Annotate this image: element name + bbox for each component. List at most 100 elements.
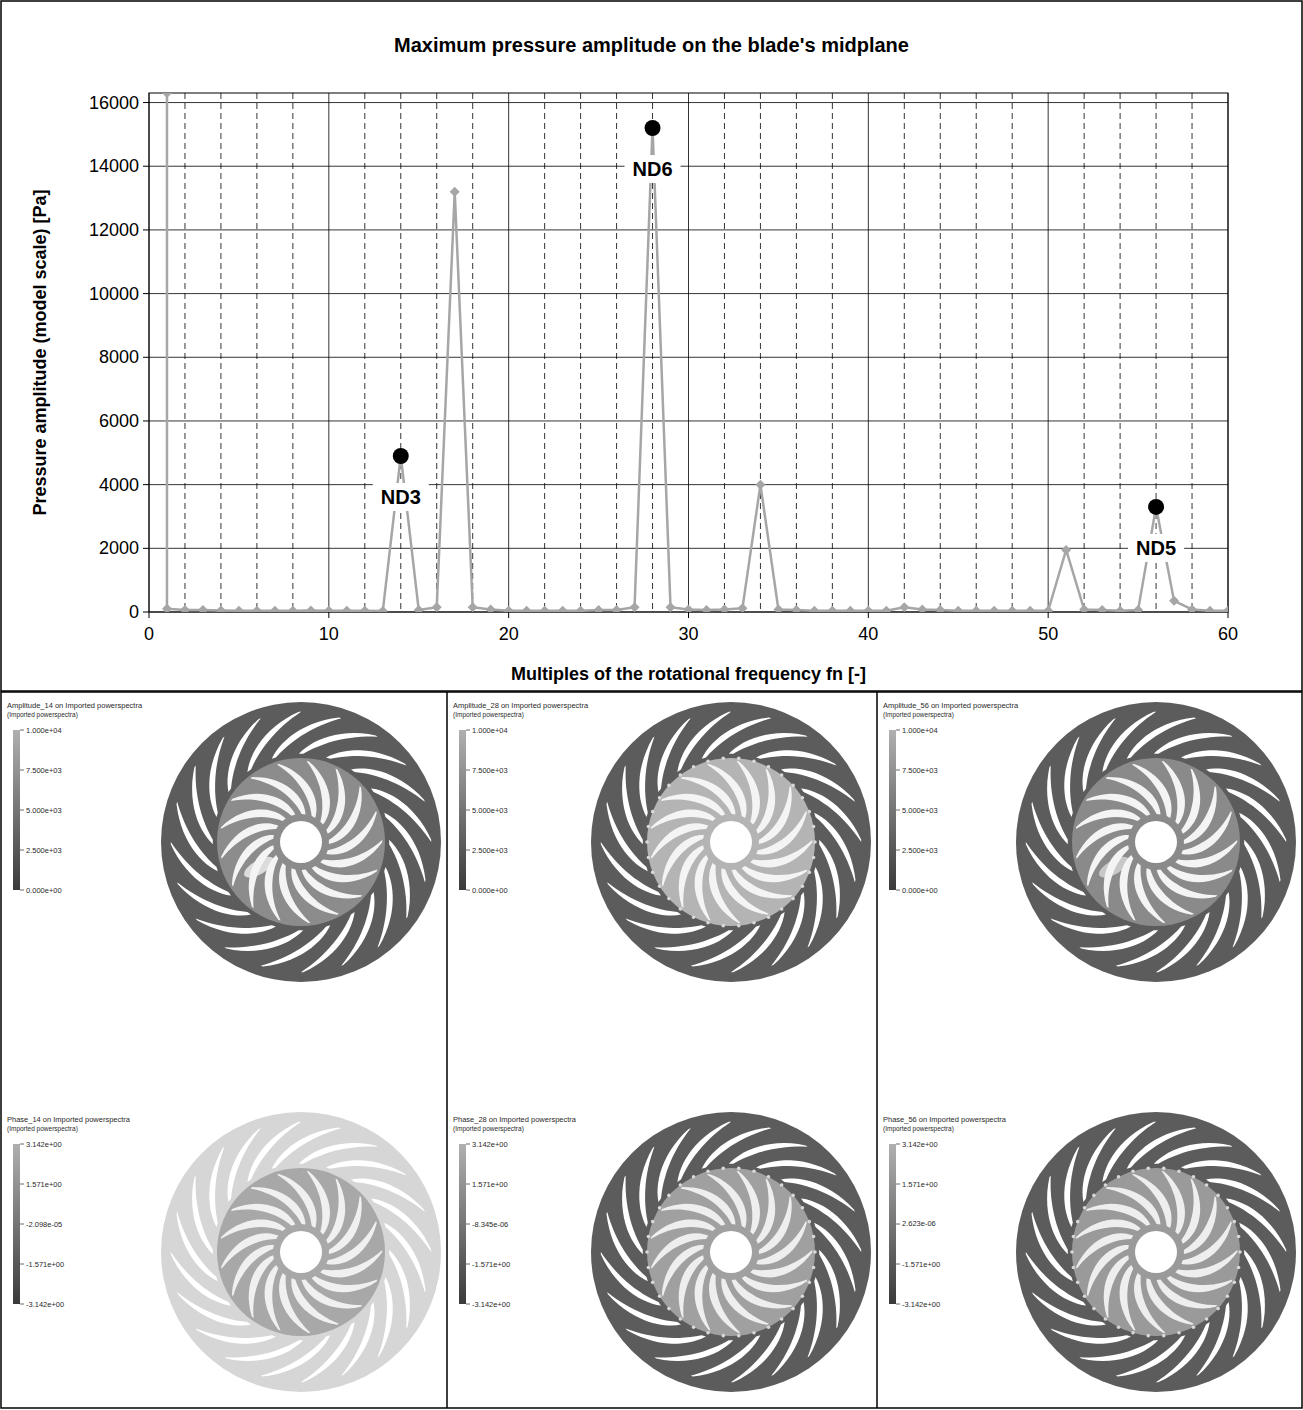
rim-dot: [651, 1281, 655, 1285]
rim-dot: [647, 856, 651, 860]
guide-vane: [808, 1277, 823, 1357]
rim-dot: [1104, 1317, 1108, 1321]
hub: [280, 1231, 322, 1273]
runner-blade: [307, 761, 330, 825]
x-tick: [1048, 612, 1049, 618]
colorbar-tick: [896, 770, 900, 771]
rim-dot: [706, 921, 710, 925]
casing: [591, 702, 871, 982]
data-marker: [701, 605, 711, 612]
rim-dot: [767, 1175, 771, 1179]
rim-dot: [651, 871, 655, 875]
runner-region: [217, 758, 385, 926]
runner-blade: [679, 845, 704, 908]
rim-dot: [679, 1183, 683, 1187]
minor-grid-line: [1012, 93, 1013, 612]
rim-dot: [645, 1250, 649, 1254]
rim-dot: [1117, 1175, 1121, 1179]
guide-vane: [326, 1160, 406, 1175]
data-marker: [1187, 604, 1197, 612]
data-marker: [162, 93, 172, 98]
rim-dot: [1216, 1307, 1220, 1311]
contour-subtitle: (Imported powerspectra): [883, 1125, 954, 1133]
rim-dot: [737, 1334, 741, 1338]
rim-dot: [812, 1235, 816, 1239]
rim-dot: [1083, 1294, 1087, 1298]
guide-vane: [1233, 1277, 1248, 1357]
rim-dot: [658, 1206, 662, 1210]
y-tick-label: 6000: [99, 411, 139, 431]
rim-dot: [1104, 1183, 1108, 1187]
contour-title: Amplitude_56 on Imported powerspectra: [883, 701, 1019, 710]
rim-dot: [651, 810, 655, 814]
data-marker: [162, 604, 172, 612]
runner-blade: [1157, 870, 1218, 899]
rim-dot: [813, 1250, 817, 1254]
y-axis-title: Pressure amplitude (model scale) [Pa]: [30, 189, 50, 515]
runner-blade: [302, 1280, 363, 1309]
runner-blade: [1076, 1233, 1133, 1269]
runner-blade: [231, 1204, 295, 1226]
rim-dot: [679, 1317, 683, 1321]
runner-blade: [1104, 845, 1129, 908]
colorbar-tick-label: 0.000e+00: [472, 886, 508, 895]
x-grid-line: [1048, 93, 1049, 612]
colorbar-tick: [466, 1304, 470, 1305]
rim-dot: [791, 784, 795, 788]
runner-blade: [320, 1250, 382, 1277]
machine-contour: [591, 1112, 871, 1392]
y-tick-label: 8000: [99, 347, 139, 367]
colorbar-tick: [896, 1304, 900, 1305]
colorbar-tick: [20, 850, 24, 851]
runner-blade: [1146, 1278, 1194, 1325]
data-marker: [737, 603, 747, 612]
runner-blade: [709, 1273, 740, 1333]
y-tick-label: 2000: [99, 538, 139, 558]
y-tick: [143, 612, 149, 613]
x-tick-label: 10: [319, 624, 339, 644]
data-marker: [450, 187, 460, 197]
annotation-label: ND3: [381, 486, 421, 508]
colorbar: [889, 730, 896, 890]
runner-blade: [1184, 786, 1217, 844]
data-marker: [863, 606, 873, 612]
colorbar-tick: [466, 890, 470, 891]
minor-grid-line: [220, 93, 221, 612]
contour-title: Phase_28 on Imported powerspectra: [453, 1115, 577, 1124]
colorbar-tick-label: 1.000e+04: [26, 726, 62, 735]
runner-blade: [679, 1255, 704, 1318]
data-marker: [522, 606, 532, 612]
runner-blade: [721, 868, 769, 915]
colorbar-tick-label: 5.000e+03: [26, 806, 62, 815]
colorbar: [459, 1144, 466, 1304]
colorbar-tick: [466, 1264, 470, 1265]
rim-dot: [1076, 1220, 1080, 1224]
runner-blade: [662, 1245, 704, 1297]
data-marker: [845, 606, 855, 612]
runner-blade: [221, 1219, 286, 1239]
runner-blade: [302, 870, 363, 899]
rim-dot: [801, 884, 805, 888]
colorbar-tick: [20, 770, 24, 771]
casing: [591, 1112, 871, 1392]
hub: [710, 1231, 752, 1273]
minor-grid-line: [472, 93, 473, 612]
rim-dot: [1226, 1206, 1230, 1210]
data-marker: [666, 602, 676, 612]
y-tick: [143, 102, 149, 103]
runner-blade: [221, 809, 286, 829]
y-tick: [143, 357, 149, 358]
rim-dot: [767, 765, 771, 769]
rim-dot: [1226, 1294, 1230, 1298]
runner-blade: [681, 1187, 736, 1224]
runner-blade: [651, 823, 708, 859]
data-marker: [827, 606, 837, 612]
data-marker: [576, 606, 586, 612]
rim-dot: [780, 1183, 784, 1187]
rim-dot: [658, 884, 662, 888]
minor-grid-line: [904, 93, 905, 612]
rim-dot: [1092, 1194, 1096, 1198]
machine-contour: [1016, 1112, 1296, 1392]
colorbar-tick-label: 7.500e+03: [26, 766, 62, 775]
runner-blade: [249, 1255, 274, 1318]
